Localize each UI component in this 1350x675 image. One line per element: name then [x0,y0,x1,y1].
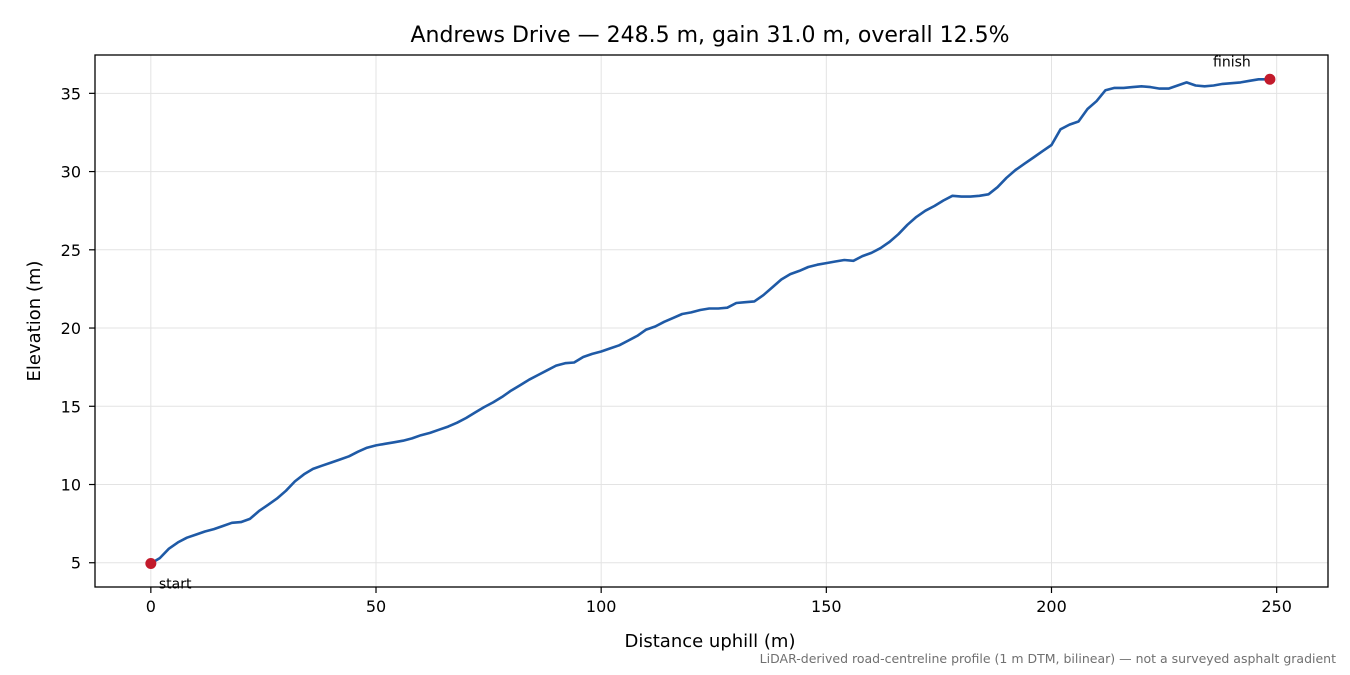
x-tick-label: 50 [366,597,386,616]
chart-title: Andrews Drive — 248.5 m, gain 31.0 m, ov… [410,23,1009,48]
axis-ticks: 0 50 100 150 200 250 5 10 15 20 25 30 35 [61,84,1292,616]
x-tick-label: 0 [146,597,156,616]
x-tick-label: 250 [1261,597,1292,616]
x-tick-label: 100 [586,597,617,616]
y-tick-label: 20 [61,319,81,338]
start-marker [145,558,157,570]
grid-lines [95,55,1328,587]
finish-label: finish [1213,54,1251,70]
start-label: start [159,577,192,593]
elevation-line [149,78,1272,565]
x-axis-label: Distance uphill (m) [625,631,796,652]
finish-marker [1264,73,1276,85]
source-footnote: LiDAR-derived road-centreline profile (1… [759,651,1336,666]
y-tick-label: 10 [61,476,81,495]
y-tick-label: 5 [71,554,81,573]
y-tick-label: 25 [61,241,81,260]
y-axis-label: Elevation (m) [24,261,45,382]
series-layer [149,78,1272,565]
y-tick-label: 35 [61,84,81,103]
plot-frame [94,54,1329,588]
y-tick-label: 15 [61,397,81,416]
y-tick-label: 30 [61,163,81,182]
marker-layer: start finish [145,54,1276,593]
x-tick-label: 200 [1036,597,1067,616]
x-tick-label: 150 [811,597,842,616]
